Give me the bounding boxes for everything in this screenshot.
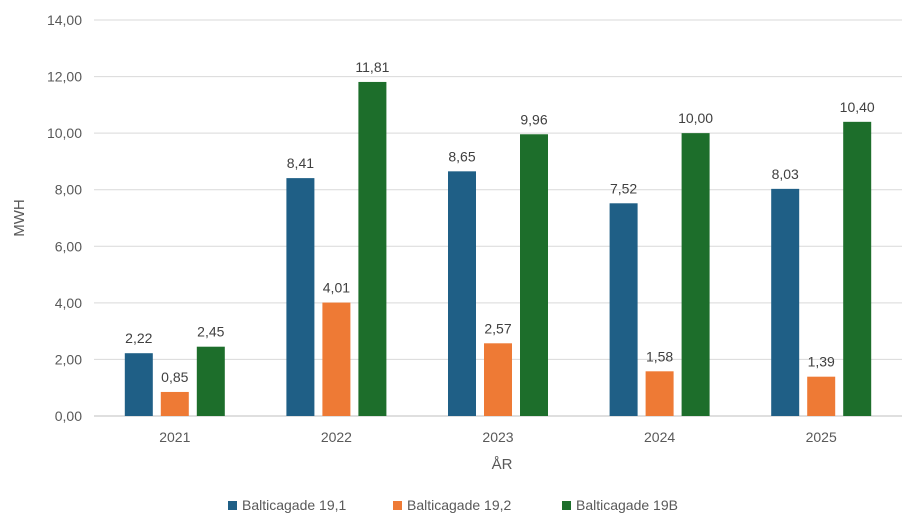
x-tick-label: 2025 (806, 429, 837, 445)
y-tick-label: 4,00 (55, 295, 82, 311)
x-tick-label: 2024 (644, 429, 675, 445)
y-tick-label: 12,00 (47, 69, 82, 85)
bar (520, 134, 548, 416)
legend-item: Balticagade 19,1 (228, 497, 347, 513)
data-label: 0,85 (161, 369, 188, 385)
data-label: 9,96 (520, 111, 547, 127)
bar (322, 302, 351, 416)
y-tick-label: 6,00 (55, 238, 82, 254)
legend-swatch (562, 501, 571, 510)
x-axis-tick-labels: 2021 2022 2023 2024 2025 (159, 429, 837, 445)
bar (609, 203, 638, 416)
data-label: 10,40 (840, 99, 875, 115)
legend-item: Balticagade 19B (562, 497, 678, 513)
legend-swatch (228, 501, 237, 510)
legend-item: Balticagade 19,2 (393, 497, 512, 513)
data-label: 2,45 (197, 324, 224, 340)
data-label: 8,41 (287, 155, 314, 171)
data-label: 2,57 (484, 320, 511, 336)
gridlines (94, 19, 902, 417)
y-tick-label: 8,00 (55, 182, 82, 198)
x-tick-label: 2023 (482, 429, 513, 445)
bar (448, 171, 476, 416)
data-label: 8,65 (448, 148, 475, 164)
bars (124, 81, 872, 417)
bar (843, 121, 872, 416)
bar (286, 178, 315, 416)
data-label: 4,01 (323, 280, 350, 296)
legend-label: Balticagade 19,2 (407, 497, 512, 513)
y-tick-label: 0,00 (55, 408, 82, 424)
y-tick-label: 14,00 (47, 12, 82, 28)
data-label: 1,58 (646, 348, 673, 364)
y-tick-label: 2,00 (55, 351, 82, 367)
legend-label: Balticagade 19,1 (242, 497, 347, 513)
bar (771, 188, 800, 416)
x-tick-label: 2022 (321, 429, 352, 445)
bar (807, 376, 836, 416)
bar (196, 346, 225, 416)
data-label: 11,81 (355, 59, 389, 75)
bar (358, 81, 387, 417)
x-tick-label: 2021 (159, 429, 190, 445)
y-axis-label: MWH (11, 199, 28, 237)
data-label: 2,22 (125, 330, 152, 346)
bar (645, 371, 674, 416)
data-label: 1,39 (808, 354, 835, 370)
data-label: 10,00 (678, 110, 713, 126)
bar (124, 353, 153, 416)
x-axis-label: ÅR (492, 456, 513, 473)
bar (484, 343, 512, 416)
bar (160, 391, 189, 416)
y-tick-label: 10,00 (47, 125, 82, 141)
y-axis-tick-labels: 0,00 2,00 4,00 6,00 8,00 10,00 12,00 14,00 (47, 12, 82, 424)
legend-swatch (393, 501, 402, 510)
data-label: 7,52 (610, 180, 637, 196)
legend: Balticagade 19,1 Balticagade 19,2 Balticag… (228, 497, 678, 513)
data-label: 8,03 (772, 166, 799, 182)
legend-label: Balticagade 19B (576, 497, 678, 513)
bar (681, 133, 710, 416)
data-labels: 2,22 0,85 2,45 8,41 4,01 11,81 8,65 2,57 9,96 7,5… (125, 59, 875, 385)
